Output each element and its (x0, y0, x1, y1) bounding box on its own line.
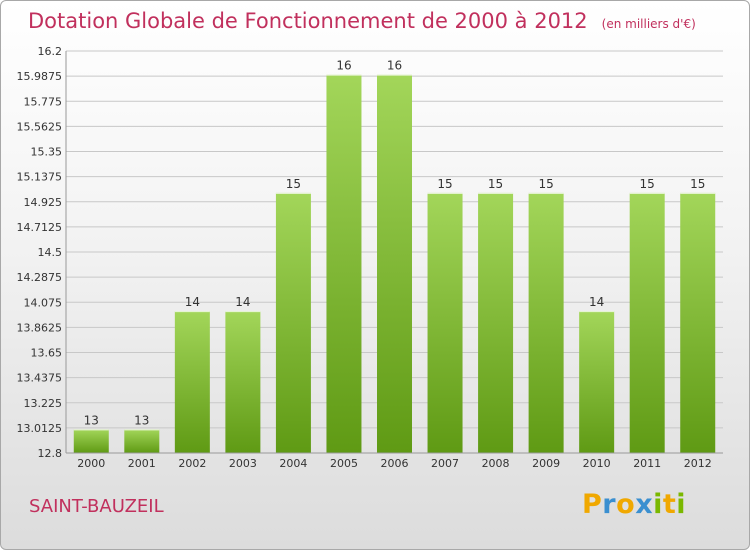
y-tick-label: 16.2 (38, 45, 63, 58)
y-tick-label: 13.65 (31, 347, 63, 360)
bar-value-label: 16 (336, 59, 351, 73)
bar (579, 311, 615, 453)
bar (377, 74, 412, 453)
x-tick-label: 2006 (381, 457, 409, 470)
chart-title-text: Dotation Globale de Fonctionnement de 20… (28, 9, 588, 33)
bar (124, 429, 160, 453)
x-tick-label: 2010 (583, 457, 611, 470)
x-tick-label: 2012 (684, 457, 712, 470)
x-tick-label: 2001 (128, 457, 156, 470)
x-tick-label: 2004 (279, 457, 307, 470)
bar-value-label: 16 (387, 59, 402, 73)
bar (478, 192, 514, 453)
y-tick-label: 14.5 (38, 246, 63, 259)
bar (275, 192, 311, 453)
bar-value-label: 14 (185, 295, 200, 309)
bar-value-label: 15 (640, 177, 655, 191)
bar (427, 192, 463, 453)
chart-title: Dotation Globale de Fonctionnement de 20… (28, 9, 696, 33)
logo-letter: r (602, 489, 617, 520)
y-tick-label: 13.4375 (17, 372, 63, 385)
bar (680, 192, 716, 453)
y-tick-label: 15.9875 (17, 70, 63, 83)
y-tick-label: 15.1375 (17, 171, 63, 184)
x-tick-label: 2003 (229, 457, 257, 470)
y-tick-label: 14.925 (24, 196, 63, 209)
x-tick-label: 2009 (532, 457, 560, 470)
axis-layer: 12.8 13.0125 13.225 13.4375 13.65 13.8625 14.0… (17, 45, 723, 470)
logo-letter: P (582, 489, 603, 520)
y-tick-label: 14.7125 (17, 221, 63, 234)
x-tick-label: 2002 (178, 457, 206, 470)
logo-letter: i (676, 489, 687, 520)
bar (528, 192, 564, 453)
bar (73, 429, 109, 453)
bar-value-label: 14 (235, 295, 250, 309)
bar (225, 311, 261, 453)
bar-layer: 13 13 14 14 15 16 16 15 15 15 14 15 15 (73, 59, 716, 453)
y-tick-label: 14.2875 (17, 271, 63, 284)
bar-value-label: 15 (690, 177, 705, 191)
y-tick-label: 12.8 (38, 447, 63, 460)
y-tick-label: 15.775 (24, 95, 63, 108)
bar (326, 74, 362, 453)
bar-value-label: 13 (134, 413, 149, 427)
chart-unit-note: (en milliers d'€) (601, 17, 696, 31)
y-tick-label: 15.5625 (17, 120, 63, 133)
bar-value-label: 15 (437, 177, 452, 191)
location-name: SAINT-BAUZEIL (29, 496, 164, 517)
bar-value-label: 15 (286, 177, 301, 191)
y-tick-label: 13.225 (24, 397, 63, 410)
bar-value-label: 14 (589, 295, 604, 309)
logo-letter: t (662, 489, 677, 520)
y-tick-label: 15.35 (31, 146, 63, 159)
x-tick-label: 2007 (431, 457, 459, 470)
bar-value-label: 15 (488, 177, 503, 191)
x-tick-label: 2011 (633, 457, 661, 470)
bar (174, 311, 210, 453)
logo-letter: x (635, 489, 654, 520)
x-tick-label: 2005 (330, 457, 358, 470)
x-tick-label: 2008 (482, 457, 510, 470)
logo-letter: i (653, 489, 663, 520)
x-tick-label: 2000 (77, 457, 105, 470)
bar-value-label: 15 (538, 177, 553, 191)
bar-value-label: 13 (84, 413, 99, 427)
bar (629, 192, 665, 453)
y-tick-label: 13.8625 (17, 321, 63, 334)
proxiti-logo: Proxiti (582, 489, 686, 520)
y-tick-label: 14.075 (24, 296, 63, 309)
y-tick-label: 13.0125 (17, 422, 63, 435)
logo-letter: o (616, 489, 636, 520)
